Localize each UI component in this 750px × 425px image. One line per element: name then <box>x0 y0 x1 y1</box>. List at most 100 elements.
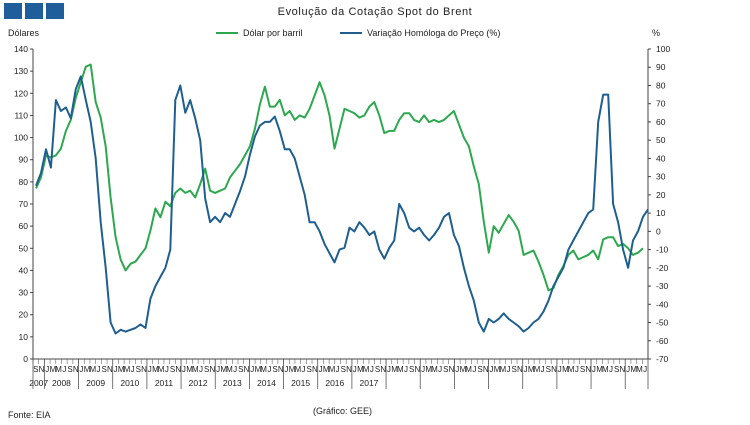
month-tick-label: N <box>209 365 215 374</box>
left-tick-label: 130 <box>14 66 28 76</box>
month-tick-label: N <box>39 365 45 374</box>
month-tick-label: J <box>353 365 357 374</box>
month-tick-label: S <box>512 365 517 374</box>
right-tick-label: 50 <box>656 135 666 145</box>
right-tick-label: 20 <box>656 190 666 200</box>
right-tick-label: 0 <box>656 226 661 236</box>
right-tick-label: 60 <box>656 117 666 127</box>
year-label: 2013 <box>223 378 242 388</box>
month-tick-label: J <box>558 365 562 374</box>
month-tick-label: J <box>45 365 49 374</box>
month-tick-label: J <box>575 365 579 374</box>
left-tick-label: 80 <box>19 177 29 187</box>
month-tick-label: J <box>62 365 66 374</box>
month-tick-label: S <box>204 365 209 374</box>
left-tick-label: 50 <box>19 243 29 253</box>
right-tick-label: -30 <box>656 281 669 291</box>
month-tick-label: M <box>568 365 575 374</box>
month-tick-label: M <box>499 365 506 374</box>
left-tick-label: 40 <box>19 265 29 275</box>
month-tick-label: S <box>546 365 551 374</box>
left-tick-label: 140 <box>14 44 28 54</box>
month-tick-label: S <box>307 365 312 374</box>
legend-swatch-green <box>216 32 238 34</box>
month-tick-label: M <box>630 365 637 374</box>
legend-item-dolar: Dólar por barril <box>216 28 303 38</box>
left-tick-label: 110 <box>14 110 28 120</box>
month-tick-label: S <box>580 365 585 374</box>
logo-square <box>4 3 22 19</box>
left-tick-label: 30 <box>19 288 29 298</box>
month-tick-label: M <box>289 365 296 374</box>
right-tick-label: -50 <box>656 318 669 328</box>
month-tick-label: S <box>67 365 72 374</box>
legend-label-variacao: Variação Homóloga do Preço (%) <box>367 28 501 38</box>
month-tick-label: J <box>114 365 118 374</box>
month-tick-label: M <box>220 365 227 374</box>
month-tick-label: M <box>425 365 432 374</box>
month-tick-label: M <box>294 365 301 374</box>
month-tick-label: J <box>455 365 459 374</box>
month-tick-label: J <box>387 365 391 374</box>
right-tick-label: 10 <box>656 208 666 218</box>
right-tick-label: 70 <box>656 99 666 109</box>
month-tick-label: M <box>124 365 131 374</box>
right-tick-label: -70 <box>656 354 669 364</box>
month-tick-label: J <box>626 365 630 374</box>
month-tick-label: N <box>449 365 455 374</box>
legend-swatch-blue <box>340 32 362 34</box>
month-tick-label: M <box>363 365 370 374</box>
month-tick-label: S <box>272 365 277 374</box>
right-tick-label: -10 <box>656 245 669 255</box>
month-tick-label: M <box>636 365 643 374</box>
left-tick-label: 10 <box>19 332 29 342</box>
month-tick-label: N <box>175 365 181 374</box>
month-tick-label: S <box>477 365 482 374</box>
left-tick-label: 90 <box>19 155 29 165</box>
month-tick-label: J <box>284 365 288 374</box>
month-tick-label: J <box>472 365 476 374</box>
right-tick-label: 90 <box>656 62 666 72</box>
month-tick-label: M <box>528 365 535 374</box>
month-tick-label: M <box>158 365 165 374</box>
month-tick-label: M <box>84 365 91 374</box>
right-tick-label: 100 <box>656 44 670 54</box>
month-tick-label: S <box>341 365 346 374</box>
month-tick-label: J <box>267 365 271 374</box>
month-tick-label: J <box>524 365 528 374</box>
month-tick-label: N <box>414 365 420 374</box>
logo-square <box>25 3 43 19</box>
month-tick-label: J <box>216 365 220 374</box>
month-tick-label: J <box>165 365 169 374</box>
month-tick-label: M <box>55 365 62 374</box>
month-tick-label: M <box>329 365 336 374</box>
month-tick-label: N <box>312 365 318 374</box>
month-tick-label: J <box>148 365 152 374</box>
brand-logo <box>4 3 64 19</box>
left-tick-label: 0 <box>23 354 28 364</box>
month-tick-label: N <box>551 365 557 374</box>
month-tick-label: N <box>278 365 284 374</box>
month-tick-label: M <box>152 365 159 374</box>
month-tick-label: J <box>96 365 100 374</box>
month-tick-label: J <box>404 365 408 374</box>
year-label: 2010 <box>120 378 139 388</box>
month-tick-label: S <box>409 365 414 374</box>
month-tick-label: J <box>131 365 135 374</box>
month-tick-label: S <box>375 365 380 374</box>
month-tick-label: J <box>336 365 340 374</box>
month-tick-label: M <box>255 365 262 374</box>
month-tick-label: M <box>602 365 609 374</box>
series-line-dolar <box>35 63 644 292</box>
year-label: 2007 <box>29 378 48 388</box>
month-tick-label: N <box>244 365 250 374</box>
month-tick-label: J <box>609 365 613 374</box>
month-tick-label: J <box>489 365 493 374</box>
right-tick-label: -60 <box>656 336 669 346</box>
month-tick-label: M <box>596 365 603 374</box>
month-tick-label: J <box>319 365 323 374</box>
month-tick-label: S <box>238 365 243 374</box>
month-tick-label: N <box>346 365 352 374</box>
month-tick-label: S <box>443 365 448 374</box>
year-label: 2014 <box>257 378 276 388</box>
